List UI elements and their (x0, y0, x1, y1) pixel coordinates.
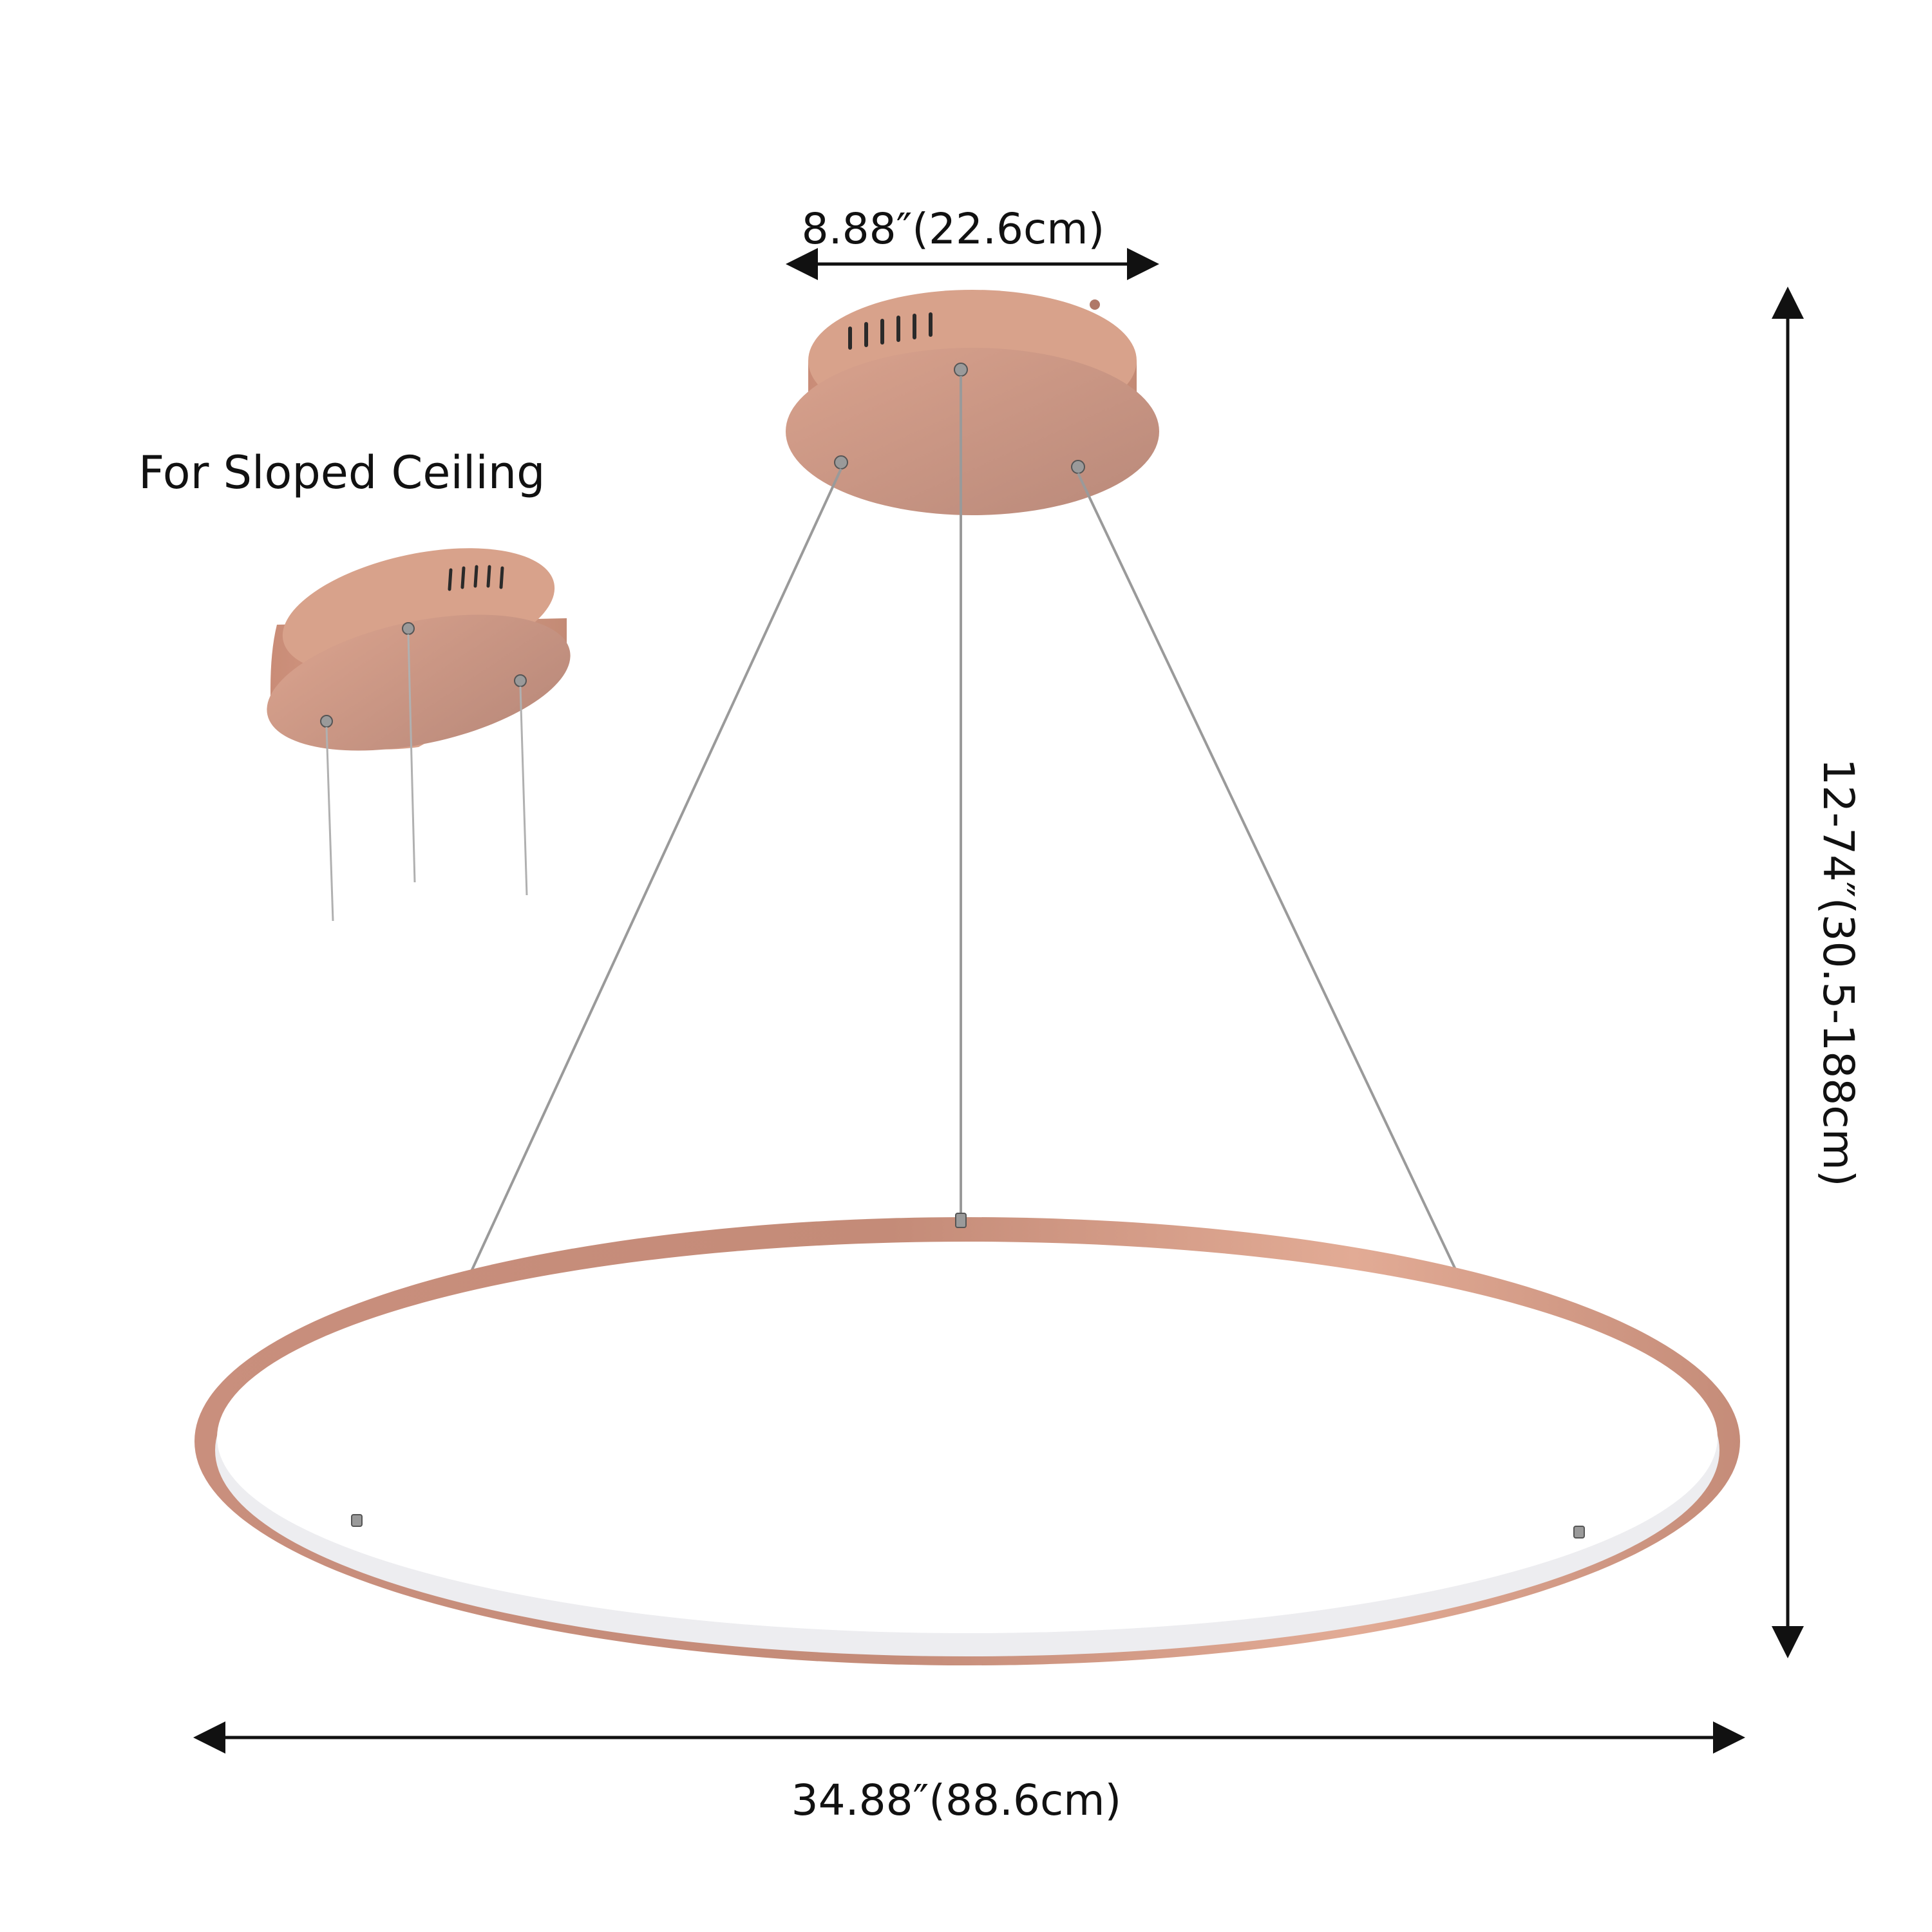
sloped-vent-slots (448, 565, 504, 591)
height-range-label: 12-74″(30.5-188cm) (1814, 758, 1863, 1186)
ring-cable-grips (351, 1213, 1585, 1539)
screw-icon (1090, 299, 1100, 310)
ring-diameter-label: 34.88″(88.6cm) (791, 1776, 1122, 1825)
ring-light (194, 1213, 1740, 1665)
sloped-cables (325, 634, 528, 922)
main-canopy (786, 290, 1159, 515)
canopy-width-label: 8.88″(22.6cm) (802, 204, 1105, 254)
vent-slots (848, 312, 933, 350)
sloped-canopy (267, 548, 571, 922)
dimension-arrows (193, 248, 1804, 1754)
sloped-ceiling-label: For Sloped Ceiling (138, 446, 545, 499)
